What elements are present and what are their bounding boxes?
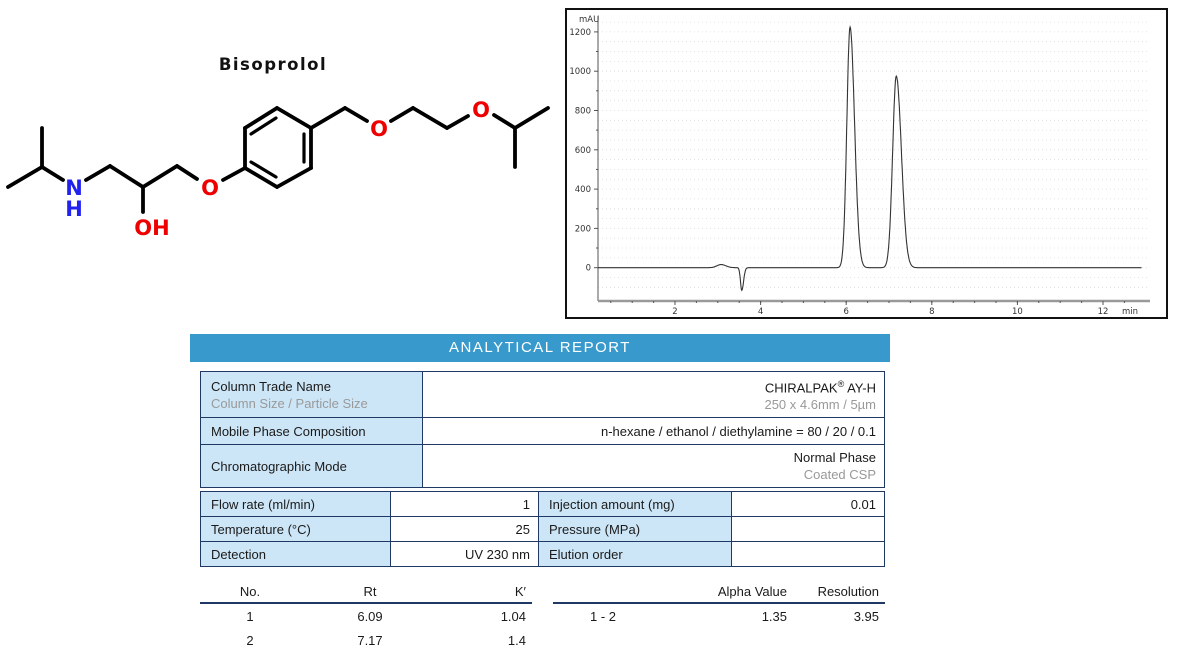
peak2-kprime: 1.4 <box>507 632 526 648</box>
svg-text:200: 200 <box>575 224 591 234</box>
nh-hydrogen-label: H <box>65 197 83 221</box>
rt-header: Rt <box>363 583 377 599</box>
svg-text:1200: 1200 <box>569 28 591 38</box>
detection-label: Detection <box>200 541 391 567</box>
hydroxyl-label: OH <box>134 216 169 240</box>
svg-text:2: 2 <box>672 307 677 317</box>
temperature-label: Temperature (°C) <box>200 516 391 542</box>
injection-amount-value: 0.01 <box>731 491 885 517</box>
nitrogen-label: N <box>65 176 83 200</box>
peak1-rt: 6.09 <box>357 608 383 624</box>
peak1-no: 1 <box>246 608 254 624</box>
table-row: 2 7.17 1.4 <box>200 628 532 652</box>
mobile-phase-value: n-hexane / ethanol / diethylamine = 80 /… <box>422 417 885 445</box>
table-row: Column Trade Name Column Size / Particle… <box>200 371 885 418</box>
pair-value: 1 - 2 <box>589 608 616 624</box>
svg-text:12: 12 <box>1098 307 1109 317</box>
table-row: 1 - 2 1.35 3.95 <box>553 603 885 628</box>
resolution-header: Resolution <box>817 583 879 599</box>
svg-text:mAU: mAU <box>579 15 599 25</box>
peak1-kprime: 1.04 <box>500 608 526 624</box>
injection-amount-label: Injection amount (mg) <box>538 491 732 517</box>
registered-mark: ® <box>837 378 845 389</box>
table-row: Flow rate (ml/min) 1 Injection amount (m… <box>200 491 885 517</box>
retention-results-table: No. Rt K′ 1 6.09 1.04 2 7.17 1.4 <box>200 580 532 652</box>
svg-text:400: 400 <box>575 185 591 195</box>
svg-text:800: 800 <box>575 107 591 117</box>
mobile-phase-label: Mobile Phase Composition <box>200 417 423 445</box>
pair-header <box>553 580 653 603</box>
bond-lines <box>6 126 247 214</box>
chromatogram-plot: 0 200 400 600 800 1000 1200 2 4 6 8 10 12 mAU min <box>569 15 1150 317</box>
elution-order-value <box>731 541 885 567</box>
phenoxy-oxygen-label: O <box>201 176 219 200</box>
svg-text:min: min <box>1122 307 1138 317</box>
column-size-label: Column Size / Particle Size <box>211 395 368 411</box>
svg-text:600: 600 <box>575 146 591 156</box>
chromatogram-panel: 0 200 400 600 800 1000 1200 2 4 6 8 10 12 mAU min <box>565 8 1168 319</box>
column-trade-name-value: CHIRALPAK® AY-H <box>764 378 876 396</box>
detection-value: UV 230 nm <box>390 541 539 567</box>
alpha-value: 1.35 <box>761 608 787 624</box>
chromatographic-mode-label: Chromatographic Mode <box>200 444 423 488</box>
results-header-row: Alpha Value Resolution <box>553 580 885 603</box>
svg-text:0: 0 <box>586 264 591 274</box>
resolution-value: 3.95 <box>853 608 879 624</box>
table-row: Temperature (°C) 25 Pressure (MPa) <box>200 516 885 542</box>
atom-labels: N H OH O O O <box>65 98 490 240</box>
bisoprolol-structure: Bisoprolol N H <box>6 55 550 240</box>
report-title-bar: ANALYTICAL REPORT <box>190 334 890 362</box>
results-header-row: No. Rt K′ <box>200 580 532 603</box>
conditions-table: Flow rate (ml/min) 1 Injection amount (m… <box>200 491 885 567</box>
column-info-table: Column Trade Name Column Size / Particle… <box>200 371 885 488</box>
flow-rate-value: 1 <box>390 491 539 517</box>
table-row: Chromatographic Mode Normal Phase Coated… <box>200 444 885 488</box>
table-row: 1 6.09 1.04 <box>200 603 532 628</box>
ether-oxygen-1-label: O <box>370 117 388 141</box>
temperature-value: 25 <box>390 516 539 542</box>
chromatographic-mode-value: Normal Phase <box>793 450 876 465</box>
svg-text:8: 8 <box>929 307 934 317</box>
svg-text:4: 4 <box>758 307 763 317</box>
alpha-value-header: Alpha Value <box>717 583 787 599</box>
no-header: No. <box>239 583 261 599</box>
table-row: Mobile Phase Composition n-hexane / etha… <box>200 417 885 445</box>
signal-trace <box>598 25 1142 292</box>
svg-text:1000: 1000 <box>569 67 591 77</box>
svg-text:6: 6 <box>843 307 848 317</box>
peak2-rt: 7.17 <box>357 632 383 648</box>
pressure-value <box>731 516 885 542</box>
elution-order-label: Elution order <box>538 541 732 567</box>
flow-rate-label: Flow rate (ml/min) <box>200 491 391 517</box>
csp-type-value: Coated CSP <box>803 467 876 482</box>
separation-results-table: Alpha Value Resolution 1 - 2 1.35 3.95 <box>553 580 885 628</box>
svg-text:10: 10 <box>1012 307 1023 317</box>
column-trade-name-label: Column Trade Name <box>211 378 331 394</box>
column-size-value: 250 x 4.6mm / 5µm <box>764 397 876 413</box>
table-row: Detection UV 230 nm Elution order <box>200 541 885 567</box>
kprime-header: K′ <box>514 583 526 599</box>
molecule-title: Bisoprolol <box>219 55 327 74</box>
benzene-ring <box>243 106 313 189</box>
pressure-label: Pressure (MPa) <box>538 516 732 542</box>
ether-oxygen-2-label: O <box>472 98 490 122</box>
ether-side-chain <box>309 106 550 169</box>
peak2-no: 2 <box>246 632 254 648</box>
